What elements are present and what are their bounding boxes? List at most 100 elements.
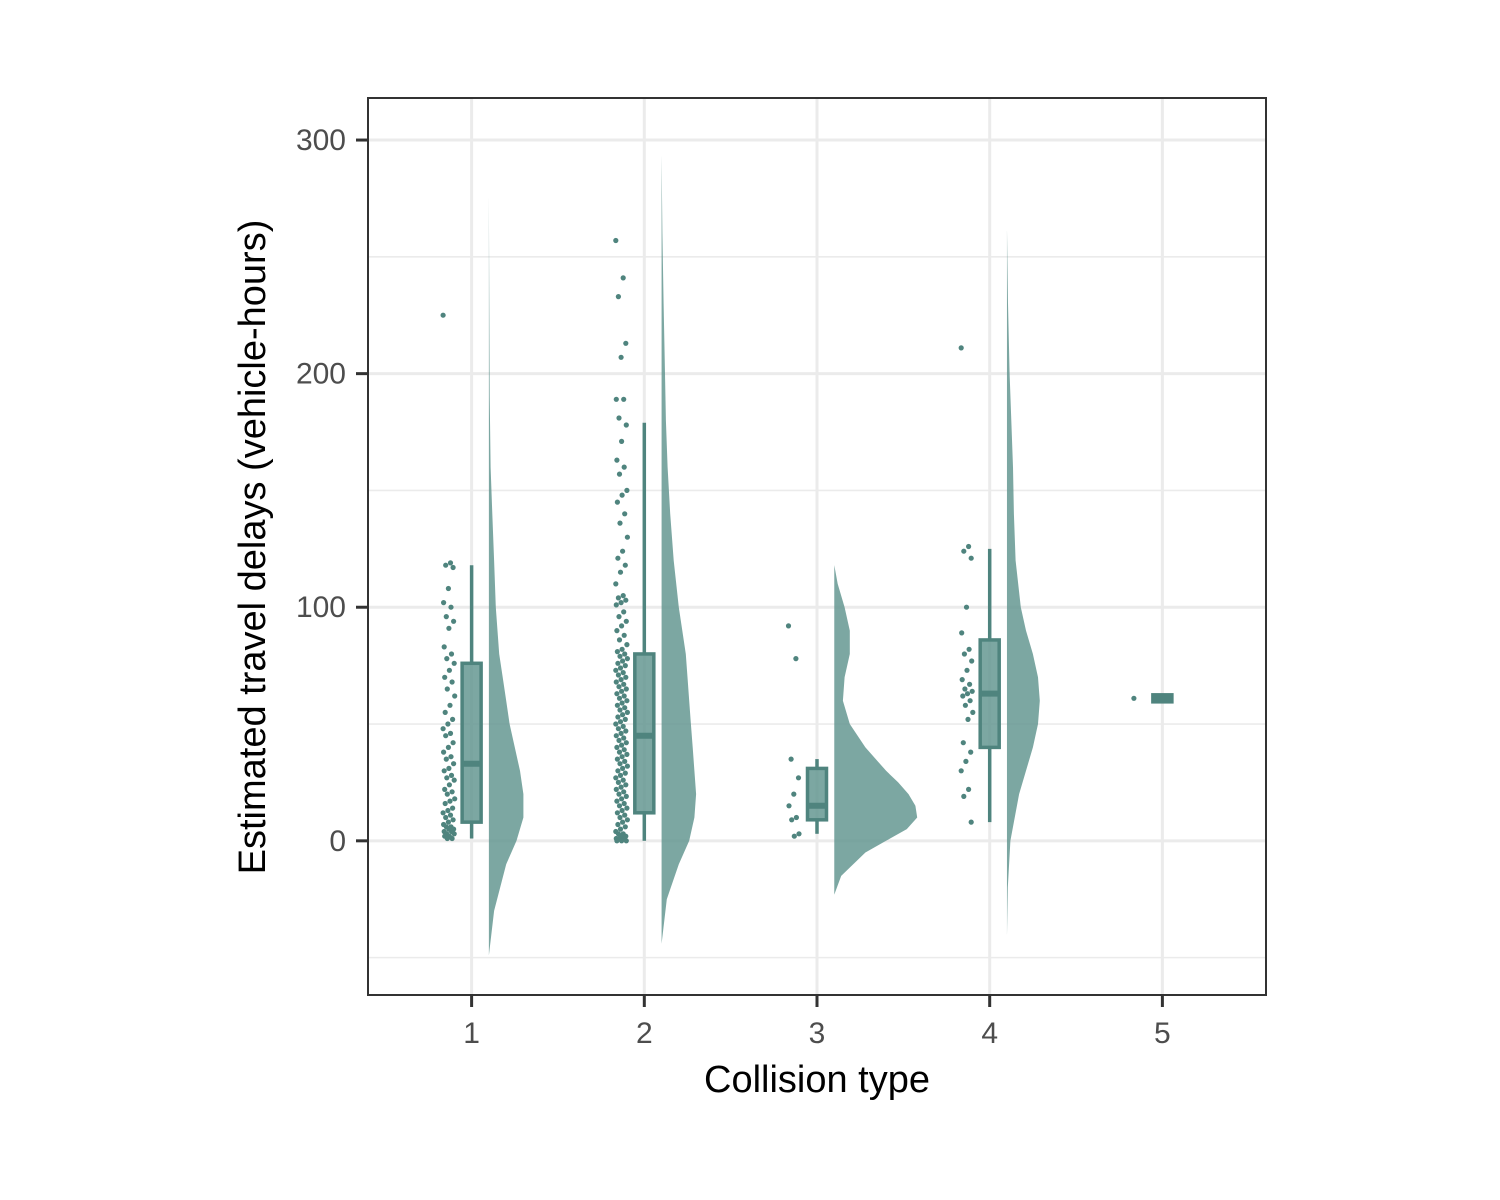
data-point bbox=[619, 838, 625, 844]
data-point bbox=[622, 562, 628, 568]
data-point bbox=[613, 237, 619, 244]
data-point bbox=[613, 602, 619, 608]
data-point bbox=[451, 618, 457, 624]
data-point bbox=[622, 663, 628, 669]
data-point bbox=[791, 791, 797, 797]
data-point bbox=[624, 709, 631, 716]
grid-lines bbox=[368, 98, 1266, 995]
data-point bbox=[621, 632, 627, 638]
data-point bbox=[619, 646, 625, 652]
data-point bbox=[614, 756, 621, 762]
data-point bbox=[621, 800, 627, 807]
data-point bbox=[621, 681, 627, 687]
data-point bbox=[616, 803, 623, 809]
data-point bbox=[960, 693, 966, 699]
x-tick-label: 2 bbox=[636, 1017, 653, 1050]
data-point bbox=[796, 831, 802, 837]
data-point bbox=[442, 674, 448, 680]
data-point bbox=[620, 819, 626, 825]
data-point bbox=[962, 702, 969, 708]
data-point bbox=[961, 548, 967, 554]
data-point bbox=[614, 702, 621, 708]
data-point bbox=[958, 345, 964, 351]
data-point bbox=[443, 733, 449, 739]
data-point bbox=[614, 628, 620, 634]
data-point bbox=[447, 730, 454, 737]
data-point bbox=[793, 656, 799, 662]
data-point bbox=[613, 396, 619, 402]
box bbox=[460, 661, 483, 824]
data-point bbox=[452, 693, 458, 699]
data-point bbox=[617, 814, 623, 821]
data-point bbox=[624, 487, 630, 493]
data-point bbox=[614, 499, 621, 505]
data-point bbox=[619, 742, 625, 748]
data-point bbox=[968, 555, 974, 561]
data-point bbox=[623, 597, 629, 603]
data-point bbox=[448, 604, 454, 610]
data-point bbox=[968, 819, 974, 825]
data-point bbox=[617, 826, 624, 832]
data-point bbox=[1131, 695, 1137, 701]
data-point bbox=[440, 726, 446, 732]
data-point bbox=[614, 798, 620, 804]
data-point bbox=[441, 749, 447, 755]
data-point bbox=[623, 618, 629, 624]
data-point bbox=[613, 775, 619, 781]
data-point bbox=[958, 768, 964, 774]
boxplot-4 bbox=[978, 548, 1001, 823]
data-point bbox=[624, 656, 631, 662]
data-point bbox=[967, 698, 973, 704]
data-point bbox=[624, 751, 630, 758]
data-point bbox=[966, 786, 972, 793]
data-point bbox=[441, 644, 447, 650]
x-axis-title: Collision type bbox=[704, 1059, 930, 1101]
data-point bbox=[442, 786, 448, 793]
data-point bbox=[622, 716, 628, 723]
data-point bbox=[443, 756, 449, 762]
data-point bbox=[615, 294, 622, 300]
data-point bbox=[451, 660, 457, 666]
data-point bbox=[961, 651, 968, 657]
data-point bbox=[616, 695, 623, 701]
boxplot-5 bbox=[1151, 693, 1174, 704]
y-tick-label: 200 bbox=[296, 358, 346, 391]
data-point bbox=[615, 595, 622, 601]
data-point bbox=[451, 831, 457, 837]
data-point bbox=[970, 709, 976, 716]
data-point bbox=[623, 340, 629, 346]
data-point bbox=[622, 511, 628, 517]
data-point bbox=[616, 614, 622, 620]
data-point bbox=[624, 763, 631, 769]
data-point bbox=[623, 674, 629, 680]
data-point bbox=[619, 438, 625, 444]
density-3 bbox=[834, 565, 918, 895]
data-point bbox=[615, 555, 621, 561]
data-point bbox=[622, 770, 628, 776]
x-tick-label: 3 bbox=[809, 1017, 826, 1050]
data-point bbox=[964, 667, 970, 673]
data-point bbox=[616, 749, 623, 755]
density-2 bbox=[661, 156, 697, 944]
data-point bbox=[443, 614, 449, 620]
y-axis-title: Estimated travel delays (vehicle-hours) bbox=[232, 220, 274, 875]
data-point bbox=[615, 660, 621, 666]
data-point bbox=[613, 679, 619, 685]
data-point bbox=[614, 744, 620, 751]
data-point bbox=[444, 686, 450, 692]
data-point bbox=[620, 777, 626, 783]
boxplot-layer bbox=[460, 422, 1174, 841]
data-point bbox=[620, 658, 626, 664]
data-point bbox=[624, 805, 630, 811]
data-point bbox=[791, 833, 797, 839]
data-point bbox=[620, 723, 626, 730]
data-point bbox=[450, 805, 456, 811]
boxplot-3 bbox=[805, 759, 829, 834]
data-point bbox=[960, 740, 966, 746]
data-point bbox=[616, 684, 622, 690]
data-point bbox=[619, 796, 625, 802]
data-point bbox=[450, 817, 456, 823]
data-point bbox=[613, 667, 619, 673]
data-point bbox=[447, 560, 454, 566]
